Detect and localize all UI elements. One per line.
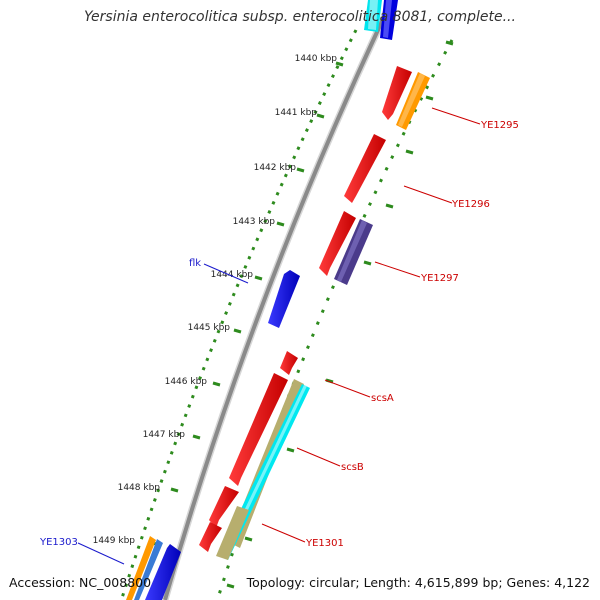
scale-label: 1448 kbp [118, 483, 161, 493]
scale-label: 1445 kbp [188, 323, 231, 333]
scale-label: 1443 kbp [233, 217, 276, 227]
scale-ticks [148, 61, 344, 546]
gene-arrow-flk[interactable] [268, 270, 300, 328]
reverse-genes [126, 270, 300, 600]
gene-label-ye1297[interactable]: YE1297 [420, 273, 459, 284]
scale-label: 1440 kbp [295, 54, 338, 64]
page-title: Yersinia enterocolitica subsp. enterocol… [84, 9, 516, 25]
accession-text: Accession: NC_008800 [9, 575, 152, 590]
inner-ticks [226, 40, 454, 589]
gene-arrow-ye1303[interactable] [126, 536, 181, 600]
gene-bar-ye1297b[interactable] [334, 219, 373, 285]
scale-label: 1442 kbp [254, 163, 297, 173]
scale-ring [120, 29, 358, 599]
gene-arrow-scsb[interactable] [209, 486, 239, 528]
label-lines [77, 107, 481, 565]
backbone [161, 0, 396, 600]
inner-genes [216, 72, 430, 560]
gene-arrow-ye1295a[interactable] [382, 66, 412, 120]
scale-label: 1444 kbp [211, 270, 254, 280]
genome-summary: Topology: circular; Length: 4,615,899 bp… [246, 575, 590, 590]
gene-top-partial[interactable] [364, 0, 398, 40]
gene-arrow-scsa[interactable] [229, 373, 288, 486]
gene-label-ye1295[interactable]: YE1295 [480, 120, 519, 131]
scale-label: 1447 kbp [143, 430, 186, 440]
scale-label: 1446 kbp [165, 377, 208, 387]
gene-label-flk[interactable]: flk [189, 258, 201, 269]
scale-labels: 1440 kbp 1441 kbp 1442 kbp 1443 kbp 1444… [93, 54, 338, 546]
gene-label-scsa[interactable]: scsA [371, 393, 394, 404]
scale-label: 1449 kbp [93, 536, 136, 546]
gene-label-ye1303[interactable]: YE1303 [39, 537, 78, 548]
gene-label-scsb[interactable]: scsB [341, 462, 364, 473]
gene-bar-ye1295b[interactable] [396, 72, 430, 130]
gene-arrow-ye1301[interactable] [199, 522, 222, 552]
forward-genes [199, 66, 412, 552]
gene-labels: YE1295 YE1296 YE1297 scsA scsB YE1301 fl… [39, 120, 519, 549]
gene-arrow-scsa-small[interactable] [280, 351, 298, 375]
scale-label: 1441 kbp [275, 108, 318, 118]
gene-label-ye1296[interactable]: YE1296 [451, 199, 490, 210]
gene-label-ye1301[interactable]: YE1301 [305, 538, 344, 549]
gene-arrow-ye1296[interactable] [344, 134, 386, 203]
gene-arrow-ye1297a[interactable] [319, 211, 356, 276]
gene-bar-ye1301-tan[interactable] [216, 506, 249, 560]
